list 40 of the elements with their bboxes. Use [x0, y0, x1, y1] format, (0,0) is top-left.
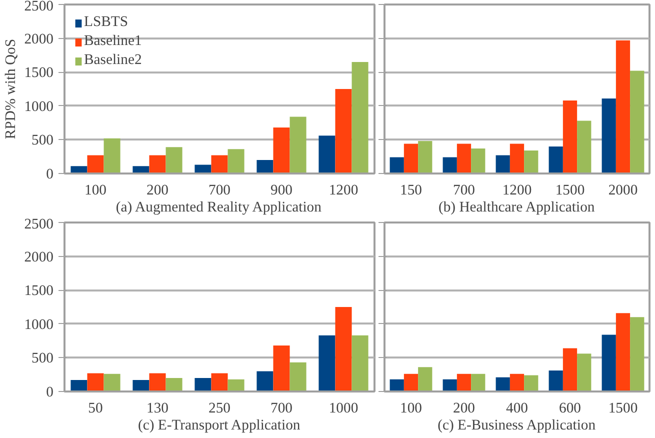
legend-label: Baseline2 [84, 52, 142, 69]
y-tick-label: 500 [32, 350, 54, 367]
x-tick-label: 250 [208, 400, 230, 416]
x-axis-title: (c) E-Business Application [438, 418, 596, 434]
x-tick-label: 200 [146, 182, 168, 198]
x-tick-label: 900 [270, 182, 292, 198]
y-tick-label: 1500 [24, 283, 54, 300]
legend-label: LSBTS [84, 14, 128, 31]
x-tick-label: 700 [270, 400, 292, 416]
x-tick-label: 100 [400, 400, 422, 416]
y-tick-label: 1000 [24, 316, 54, 333]
x-tick-label: 200 [453, 400, 475, 416]
y-tick-label: 2500 [24, 216, 54, 232]
x-axis-title: (c) E-Transport Application [138, 418, 301, 434]
y-tick-label: 0 [46, 384, 54, 400]
x-tick-label: 1200 [328, 182, 358, 198]
x-tick-label: 150 [400, 182, 422, 198]
x-tick-label: 600 [559, 400, 581, 416]
y-tick-label: 1500 [24, 65, 54, 82]
x-tick-label: 1200 [502, 182, 532, 198]
y-tick-label: 1000 [24, 98, 54, 115]
y-tick-label: 2500 [24, 0, 54, 14]
x-axis-title: (b) Healthcare Application [438, 200, 596, 216]
y-axis-title: RPD% with QoS [3, 38, 20, 140]
x-axis-title: (a) Augmented Reality Application [116, 200, 322, 216]
x-tick-label: 700 [208, 182, 230, 198]
y-tick-label: 500 [32, 132, 54, 149]
legend-label: Baseline1 [84, 33, 142, 50]
x-tick-label: 1500 [608, 400, 638, 416]
x-tick-label: 1000 [328, 400, 358, 416]
x-tick-label: 50 [88, 400, 103, 416]
y-tick-label: 0 [46, 166, 54, 182]
x-tick-label: 130 [146, 400, 168, 416]
x-tick-label: 1500 [555, 182, 585, 198]
y-tick-label: 2000 [24, 249, 54, 266]
x-tick-label: 400 [506, 400, 528, 416]
x-tick-label: 2000 [608, 182, 638, 198]
x-tick-label: 700 [453, 182, 475, 198]
y-tick-label: 2000 [24, 31, 54, 48]
x-tick-label: 100 [84, 182, 106, 198]
